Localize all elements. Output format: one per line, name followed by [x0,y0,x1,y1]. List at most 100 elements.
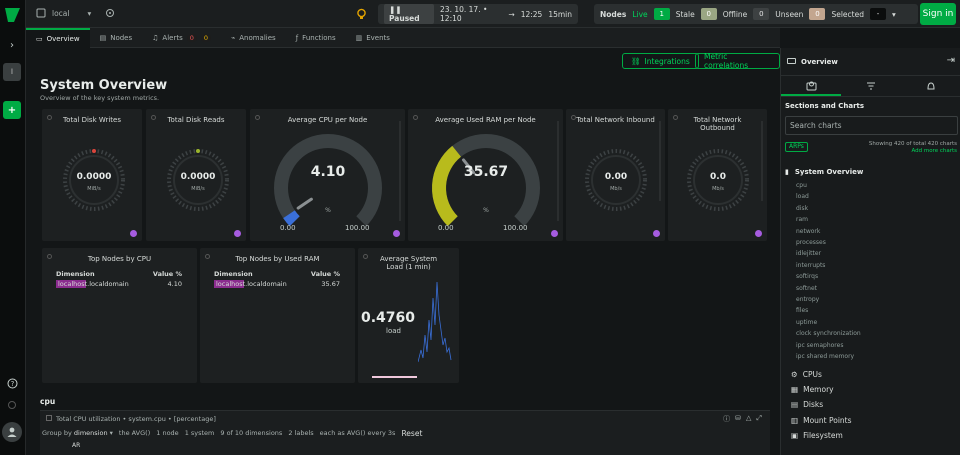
tab-bar: ▭ Overview ▤ Nodes ♫ Alerts 0 0 ⌁ Anomalies … [26,28,780,48]
group-by-label: Group by [42,429,72,437]
toc-section[interactable]: ▣ Filesystem [791,431,843,440]
tab-events[interactable]: ▥ Events [346,28,400,48]
tab-label: Events [366,34,390,42]
anomaly-dot-icon[interactable] [653,230,660,237]
integrations-button[interactable]: ⛓ Integrations [622,53,699,69]
selected-label: Selected [831,9,864,19]
toc-item[interactable]: load [796,193,809,201]
toc-system-overview[interactable]: ▮ System Overview [785,168,863,176]
metric-correlations-button[interactable]: Metric correlations [695,52,780,70]
reset-button[interactable]: Reset [401,429,423,438]
disk-reads-card: Total Disk Reads 0.0000 MiB/s [146,109,246,241]
stale-count[interactable]: 0 [700,8,717,20]
anomaly-dot-icon[interactable] [755,230,762,237]
section-label: Filesystem [803,430,843,440]
card-unit: Mb/s [712,186,724,192]
tab-functions[interactable]: ƒ Functions [286,28,346,48]
card-value: 0.0 [710,172,726,182]
toc-section[interactable]: ⚙ CPUs [791,370,822,379]
storage-icon[interactable]: ⛁ [735,414,741,422]
dimensions-select[interactable]: 9 of 10 dimensions [220,429,283,437]
toc-item[interactable]: disk [796,204,809,212]
unseen-count[interactable]: 0 [809,8,826,20]
anomaly-dot-icon[interactable] [130,230,137,237]
arp-toggle[interactable]: ARPs [785,142,808,152]
chevron-down-icon[interactable]: ▾ [891,9,896,19]
functions-icon: ƒ [295,34,299,42]
user-avatar[interactable] [2,422,22,442]
toc-section[interactable]: ▤ Disks [791,400,823,409]
tab-alerts[interactable]: ♫ Alerts 0 0 [142,28,221,48]
system-select[interactable]: 1 system [184,429,215,437]
settings-gear-icon[interactable] [105,8,115,18]
toc-section[interactable]: ▦ Memory [791,385,834,394]
charts-tab-icon[interactable] [781,76,841,96]
toc-item[interactable]: ipc shared memory [796,353,855,360]
anomaly-dot-icon[interactable] [551,230,558,237]
table-row[interactable]: localhost.localdomain 35.67 [214,279,340,289]
anomaly-dot-icon[interactable] [234,230,241,237]
nodes-select[interactable]: 1 node [156,429,179,437]
sign-in-button[interactable]: Sign in [920,3,956,25]
toc-item[interactable]: softnet [796,284,818,292]
toc-item[interactable]: clock synchronization [796,330,861,338]
table-row[interactable]: localhost.localdomain 4.10 [56,279,182,289]
tab-overview[interactable]: ▭ Overview [26,28,90,48]
group-by-select[interactable]: dimension [73,429,108,437]
selected-count[interactable]: - [869,8,886,20]
right-panel-tabs [781,75,960,97]
search-charts-input[interactable]: Search charts [785,116,958,135]
pause-button[interactable]: ❚❚ Paused [384,4,435,24]
alert-icon[interactable]: △ [746,414,752,422]
collapse-panel-icon[interactable]: ⇥ [946,55,955,66]
card-title: Total Network Inbound [576,116,655,124]
time-aggregation-select[interactable]: each as AVG() every 3s [319,429,396,437]
chevron-down-icon: ▾ [87,8,92,18]
info-icon[interactable]: ⓘ [723,415,731,423]
toc-item[interactable]: ipc semaphores [796,341,844,349]
offline-count[interactable]: 0 [753,8,770,20]
anomaly-dot-icon[interactable] [393,230,400,237]
alerts-tab-bell-icon[interactable] [901,76,960,96]
live-count[interactable]: 1 [653,8,670,20]
add-more-charts-link[interactable]: Add more charts [911,148,957,154]
toc-section[interactable]: ▥ Mount Points [791,416,852,425]
disk-reads-gauge [167,149,229,211]
toc-item[interactable]: network [796,227,821,235]
aggregation-select[interactable]: the AVG() [118,429,151,437]
toc-item[interactable]: entropy [796,296,820,303]
help-icon[interactable]: ? [3,374,21,392]
space-selector[interactable]: local ▾ [36,8,115,18]
settings-icon[interactable] [3,396,21,414]
toc-item[interactable]: processes [796,239,826,246]
card-dot [571,115,576,120]
toc-item[interactable]: ram [796,216,808,224]
card-dot [413,115,418,120]
toc-item[interactable]: cpu [796,182,807,189]
tab-nodes[interactable]: ▤ Nodes [90,28,143,48]
tab-anomalies[interactable]: ⌁ Anomalies [221,28,286,48]
critical-alert-count: 0 [186,34,197,42]
news-bulb-icon[interactable] [356,8,367,20]
time-controls[interactable]: ❚❚ Paused 23. 10. 17. • 12:10 → 12:25 15… [378,4,578,24]
toc-item[interactable]: softirqs [796,273,819,281]
gauge-max: 100.00 [345,224,370,232]
toc-item[interactable]: idlejitter [796,250,822,258]
space-badge[interactable]: l [3,63,21,81]
right-panel: Overview ⇥ Sections and Charts Search ch… [780,48,960,455]
toc-item[interactable]: uptime [796,318,818,326]
section-icon: ▤ [791,400,799,410]
toc-item[interactable]: interrupts [796,261,826,269]
netdata-logo[interactable] [4,6,22,24]
section-label: Disks [803,400,824,410]
toc-item[interactable]: files [796,307,809,315]
labels-select[interactable]: 2 labels [288,429,314,437]
filter-tab-icon[interactable] [841,76,901,96]
nodes-status: Nodes Live 1 Stale 0 Offline 0 Unseen 0 … [594,4,918,24]
add-space-button[interactable]: + [3,101,21,119]
gauge-min: 0.00 [280,224,296,232]
chart-checkbox[interactable] [46,415,52,421]
card-value: 0.4760 [360,310,416,326]
expand-icon[interactable]: ⤢ [756,414,762,422]
expand-chevron-icon[interactable]: › [10,39,14,51]
